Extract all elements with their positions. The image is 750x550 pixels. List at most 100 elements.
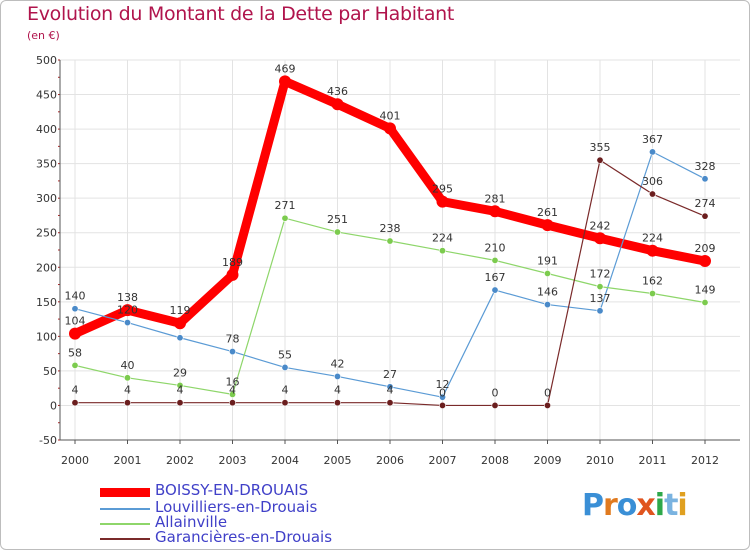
chart-title: Evolution du Montant de la Dette par Hab… (27, 3, 455, 25)
data-label: 55 (278, 348, 292, 361)
data-label: 242 (590, 219, 611, 232)
x-tick-label: 2000 (61, 454, 89, 467)
data-point (699, 255, 711, 268)
logo-letter: P (582, 488, 604, 523)
data-point (229, 390, 237, 398)
data-label: 119 (170, 304, 191, 317)
data-point (121, 304, 134, 317)
data-label: 401 (380, 109, 401, 122)
proxiti-logo: Proxiti (582, 488, 688, 523)
data-point (331, 98, 344, 111)
data-point (176, 381, 184, 389)
data-point (333, 228, 341, 236)
data-point (279, 75, 291, 88)
data-label: 224 (432, 232, 453, 245)
data-label: 271 (275, 199, 296, 212)
data-point (226, 268, 239, 281)
data-point (281, 214, 289, 222)
data-point (701, 212, 709, 220)
logo-letter: r (603, 488, 618, 523)
data-point (71, 361, 79, 369)
data-point (543, 269, 551, 277)
data-point (333, 372, 341, 380)
y-tick-label: 50 (43, 365, 57, 378)
data-point (281, 363, 289, 371)
data-label: 4 (387, 384, 394, 397)
data-point (543, 301, 551, 309)
data-label: 261 (537, 206, 558, 219)
y-tick-label: 500 (36, 54, 57, 67)
chart-subtitle: (en €) (27, 29, 60, 42)
data-label: 12 (436, 378, 450, 391)
x-tick-label: 2009 (534, 454, 562, 467)
data-point (438, 393, 446, 401)
y-tick-label: -50 (39, 434, 57, 447)
data-label: 40 (121, 359, 135, 372)
logo-letter: x (636, 488, 655, 523)
data-label: 295 (432, 183, 453, 196)
data-point (543, 401, 551, 409)
data-label: 16 (226, 375, 240, 388)
x-tick-label: 2004 (271, 454, 299, 467)
data-label: 162 (642, 275, 663, 288)
data-point (541, 219, 554, 232)
data-label: 120 (117, 304, 138, 317)
x-tick-label: 2007 (429, 454, 457, 467)
data-point (386, 237, 394, 245)
x-tick-label: 2006 (376, 454, 404, 467)
data-label: 104 (65, 315, 86, 328)
y-tick-label: 200 (36, 261, 57, 274)
logo-letter: t (664, 488, 678, 523)
data-label: 367 (642, 133, 663, 146)
y-tick-label: 300 (36, 192, 57, 205)
data-point (124, 319, 132, 327)
data-point (596, 156, 604, 164)
data-label: 4 (334, 384, 341, 397)
y-tick-label: 250 (36, 227, 57, 240)
data-label: 0 (544, 386, 551, 399)
data-point (124, 399, 132, 407)
x-tick-label: 2005 (324, 454, 352, 467)
data-point (386, 383, 394, 391)
y-tick-label: 350 (36, 158, 57, 171)
data-label: 274 (695, 197, 716, 210)
data-point (124, 374, 132, 382)
data-point (648, 290, 656, 298)
x-tick-label: 2012 (691, 454, 719, 467)
y-tick-label: 0 (50, 399, 57, 412)
data-label: 167 (485, 271, 506, 284)
data-point (176, 399, 184, 407)
data-label: 4 (229, 384, 236, 397)
data-point (596, 283, 604, 291)
data-label: 355 (590, 141, 611, 154)
data-label: 281 (485, 192, 506, 205)
data-label: 4 (124, 384, 131, 397)
data-label: 146 (537, 286, 558, 299)
data-label: 189 (222, 256, 243, 269)
data-point (438, 247, 446, 255)
data-label: 42 (331, 357, 345, 370)
data-point (491, 256, 499, 264)
y-tick-label: 100 (36, 330, 57, 343)
data-label: 149 (695, 284, 716, 297)
data-point (489, 205, 501, 218)
data-label: 172 (590, 268, 611, 281)
data-label: 210 (485, 241, 506, 254)
data-point (384, 122, 396, 135)
x-tick-label: 2003 (219, 454, 247, 467)
data-point (648, 148, 656, 156)
data-label: 29 (173, 366, 187, 379)
logo-letter: o (616, 488, 638, 523)
x-tick-label: 2008 (481, 454, 509, 467)
y-tick-label: 150 (36, 296, 57, 309)
data-point (386, 399, 394, 407)
data-label: 27 (383, 368, 397, 381)
data-label: 191 (537, 254, 558, 267)
logo-letter: i (654, 488, 665, 523)
data-label: 4 (282, 384, 289, 397)
data-point (333, 399, 341, 407)
data-point (174, 317, 186, 330)
legend-swatch (100, 487, 150, 497)
data-point (438, 401, 446, 409)
